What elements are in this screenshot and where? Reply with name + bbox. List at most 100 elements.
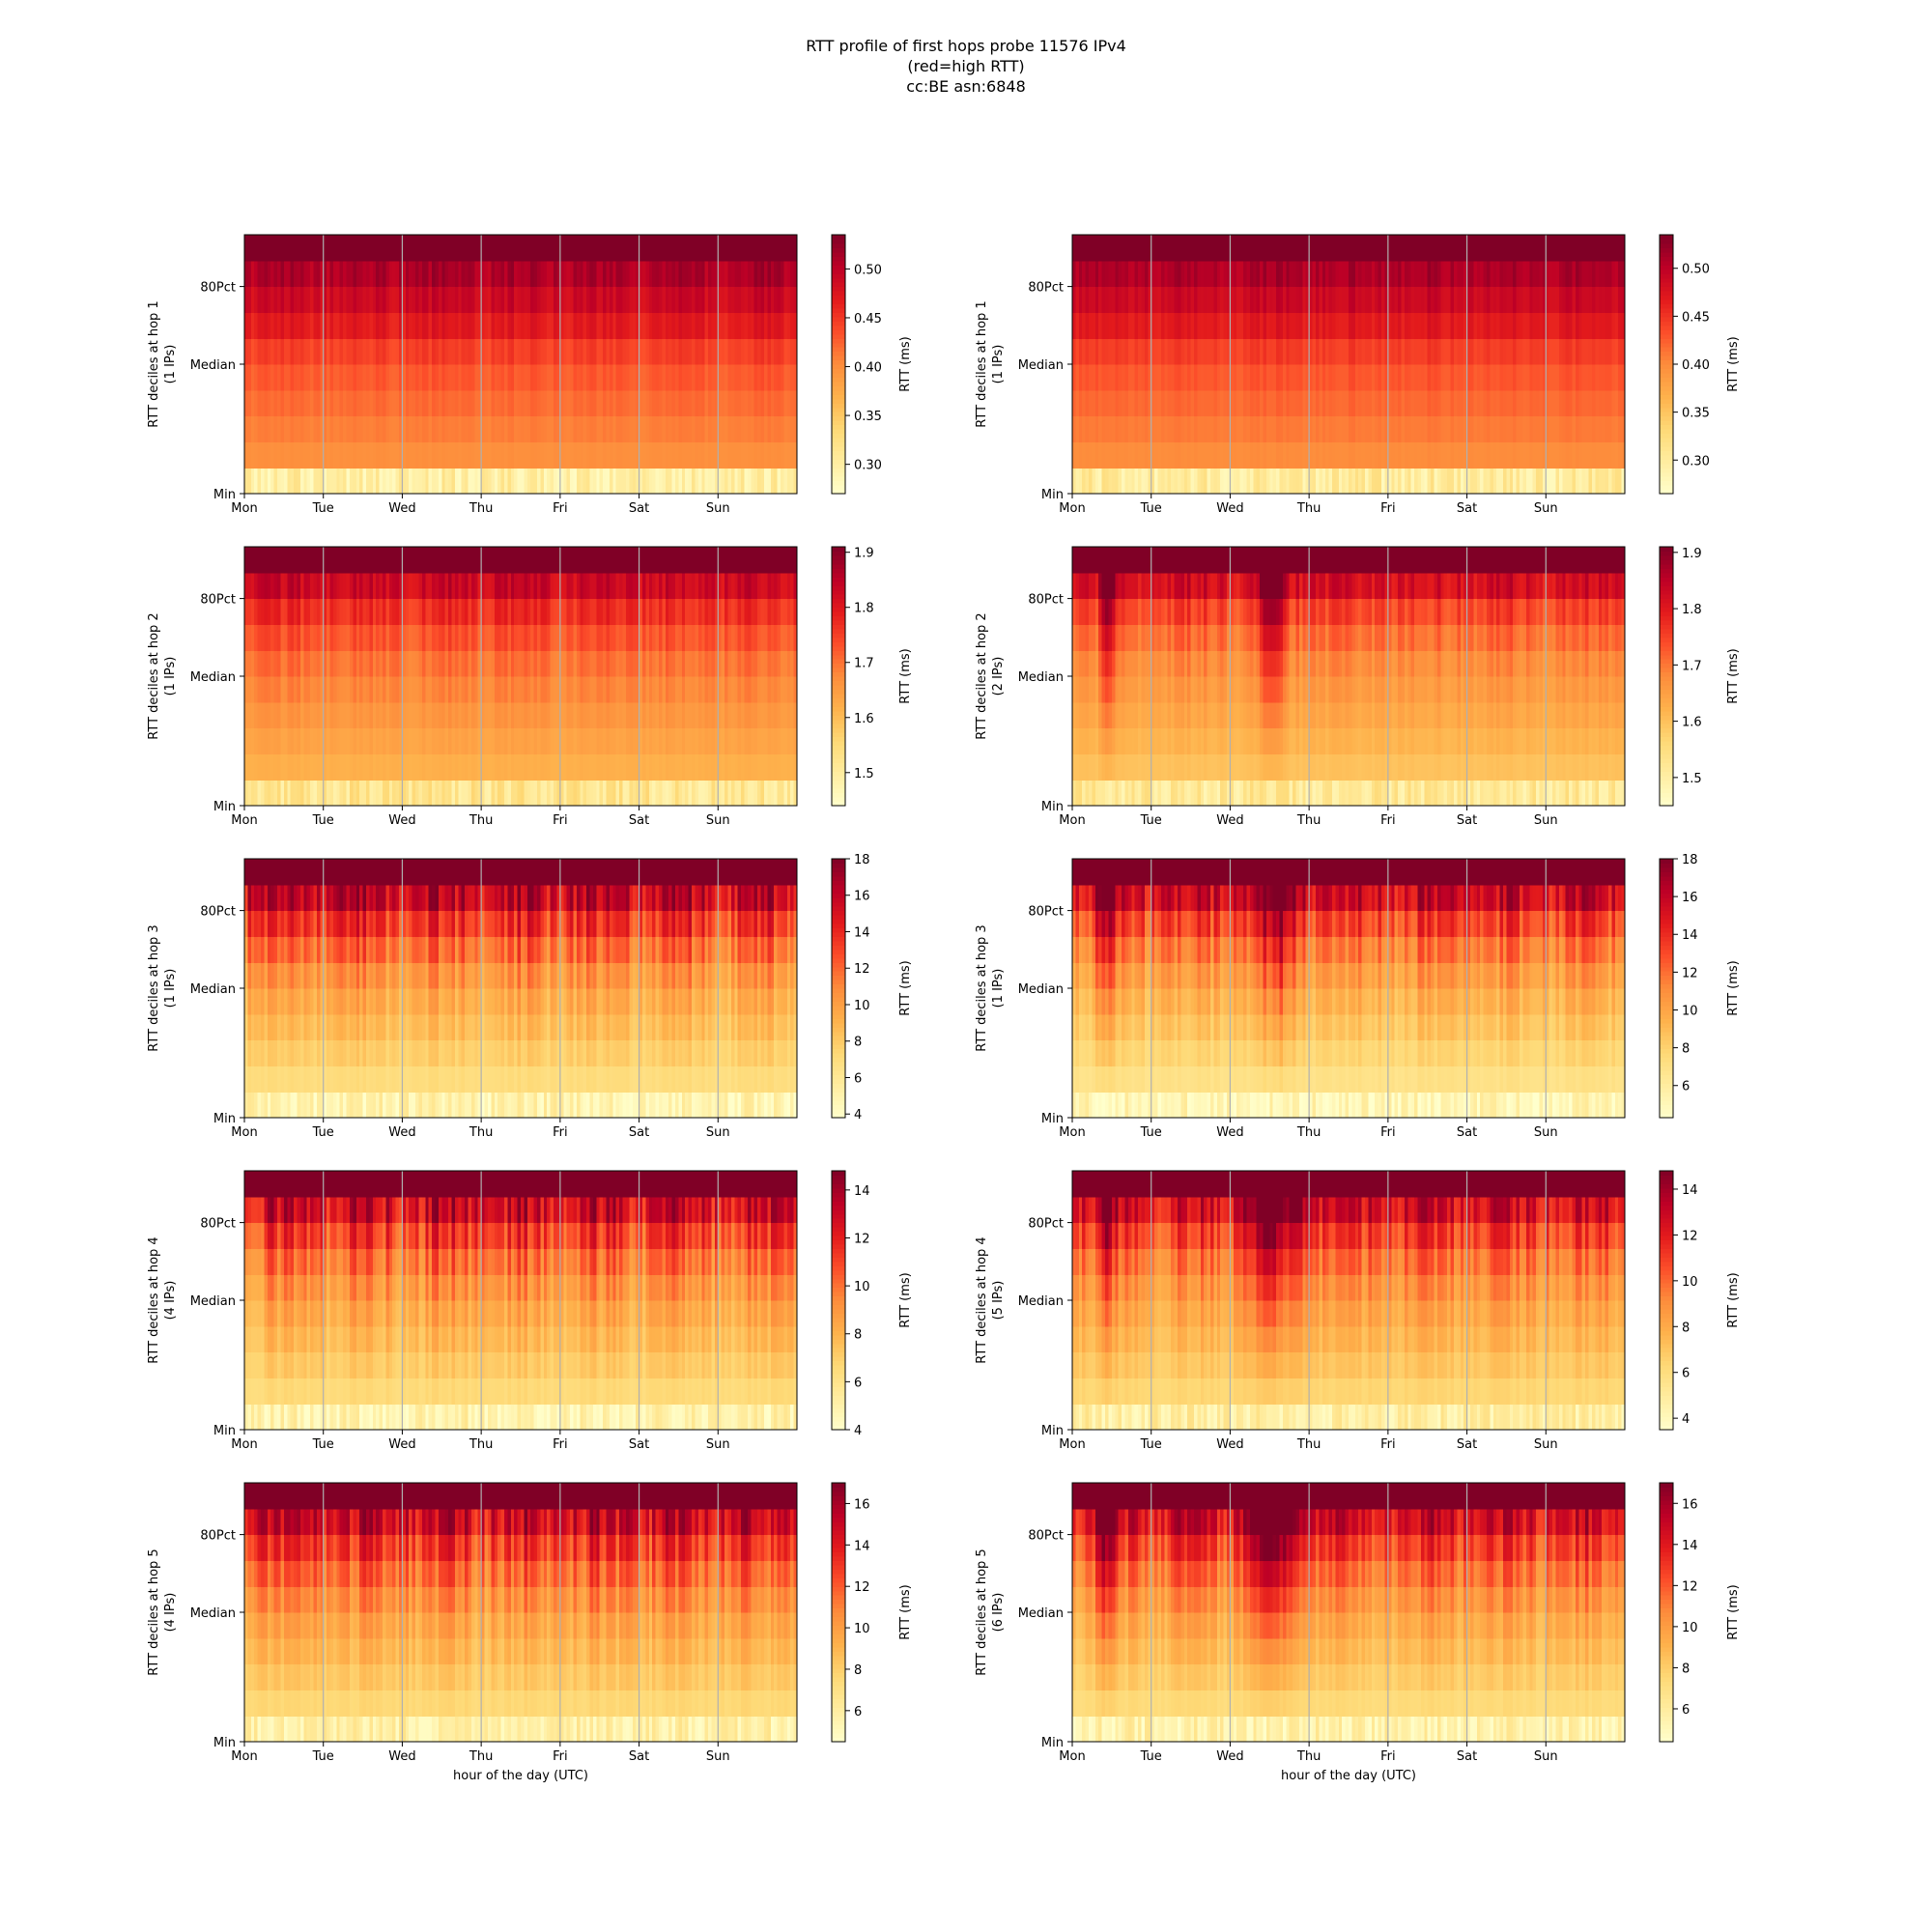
heatmap-cell: [1461, 338, 1464, 364]
heatmap-cell: [392, 547, 396, 573]
x-tick-label: Sun: [706, 501, 730, 516]
heatmap-cell: [356, 468, 360, 494]
heatmap-cell: [1184, 312, 1188, 338]
heatmap-cell: [1365, 364, 1369, 390]
colorbar-segment: [832, 438, 845, 442]
heatmap-cell: [455, 312, 459, 338]
heatmap-cell: [1578, 312, 1582, 338]
heatmap-cell: [268, 728, 271, 754]
heatmap-cell: [439, 780, 442, 806]
heatmap-cell: [469, 416, 472, 442]
heatmap-cell: [1411, 312, 1415, 338]
heatmap-cell: [1213, 338, 1217, 364]
heatmap-cell: [524, 235, 527, 261]
heatmap-cell: [455, 287, 459, 313]
heatmap-cell: [491, 235, 495, 261]
heatmap-cell: [645, 547, 649, 573]
heatmap-cell: [406, 416, 410, 442]
heatmap-cell: [422, 441, 426, 468]
heatmap-cell: [544, 780, 548, 806]
heatmap-cell: [422, 338, 426, 364]
heatmap-cell: [1578, 287, 1582, 313]
heatmap-cell: [1398, 312, 1402, 338]
heatmap-cell: [1122, 235, 1125, 261]
heatmap-cell: [701, 624, 705, 650]
x-tick-label: Mon: [231, 501, 257, 516]
heatmap-cell: [415, 235, 419, 261]
heatmap-cell: [583, 261, 587, 287]
heatmap-cell: [1372, 235, 1376, 261]
heatmap-cell: [682, 753, 686, 780]
heatmap-cell: [1405, 416, 1408, 442]
heatmap-cell: [501, 287, 505, 313]
heatmap-cell: [1128, 338, 1132, 364]
heatmap-cell: [485, 547, 489, 573]
heatmap-cell: [1234, 338, 1237, 364]
heatmap-cell: [507, 599, 511, 625]
colorbar-segment: [832, 347, 845, 352]
heatmap-cell: [1480, 468, 1484, 494]
heatmap-cell: [583, 547, 587, 573]
heatmap-cell: [425, 468, 429, 494]
heatmap-cell: [254, 312, 258, 338]
heatmap-cell: [530, 753, 534, 780]
heatmap-cell: [1302, 364, 1306, 390]
heatmap-cell: [1213, 312, 1217, 338]
heatmap-cell: [330, 676, 334, 702]
heatmap-cell: [645, 416, 649, 442]
heatmap-cell: [254, 390, 258, 416]
heatmap-cell: [1342, 441, 1346, 468]
heatmap-cell: [745, 312, 749, 338]
heatmap-cell: [340, 287, 344, 313]
heatmap-cell: [336, 468, 340, 494]
heatmap-cell: [406, 650, 410, 676]
heatmap-cell: [425, 702, 429, 728]
heatmap-cell: [488, 235, 492, 261]
heatmap-cell: [682, 468, 686, 494]
heatmap-cell: [1454, 441, 1458, 468]
heatmap-cell: [619, 728, 623, 754]
heatmap-cell: [406, 547, 410, 573]
heatmap-cell: [544, 235, 548, 261]
heatmap-cell: [1135, 468, 1139, 494]
heatmap-cell: [1253, 416, 1257, 442]
heatmap-cell: [1273, 287, 1277, 313]
heatmap-cell: [1529, 390, 1533, 416]
heatmap-cell: [474, 364, 478, 390]
heatmap-cell: [675, 753, 679, 780]
heatmap-cell: [501, 624, 505, 650]
heatmap-cell: [764, 468, 768, 494]
heatmap-cell: [432, 676, 436, 702]
heatmap-cell: [254, 416, 258, 442]
heatmap-cell: [385, 364, 389, 390]
heatmap-cell: [607, 676, 611, 702]
heatmap-cell: [731, 312, 735, 338]
heatmap-cell: [1283, 235, 1287, 261]
heatmap-cell: [701, 573, 705, 599]
heatmap-cell: [577, 468, 581, 494]
colorbar-segment: [832, 343, 845, 348]
heatmap-cell: [1283, 312, 1287, 338]
heatmap-cell: [455, 702, 459, 728]
heatmap-cell: [307, 338, 311, 364]
heatmap-cell: [1365, 390, 1369, 416]
heatmap-cell: [422, 728, 426, 754]
heatmap-cell: [439, 676, 442, 702]
heatmap-cell: [495, 780, 498, 806]
heatmap-cell: [1095, 261, 1099, 287]
heatmap-cell: [280, 573, 284, 599]
heatmap-cell: [689, 468, 693, 494]
heatmap-cell: [1599, 468, 1603, 494]
heatmap-cell: [350, 676, 354, 702]
heatmap-cell: [1573, 287, 1577, 313]
heatmap-cell: [409, 650, 412, 676]
heatmap-cell: [1246, 312, 1250, 338]
heatmap-cell: [708, 728, 712, 754]
heatmap-cell: [330, 287, 334, 313]
colorbar-segment: [832, 485, 845, 490]
heatmap-cell: [1115, 390, 1119, 416]
heatmap-cell: [376, 676, 380, 702]
heatmap-cell: [422, 702, 426, 728]
heatmap-cell: [317, 338, 321, 364]
heatmap-cell: [619, 416, 623, 442]
